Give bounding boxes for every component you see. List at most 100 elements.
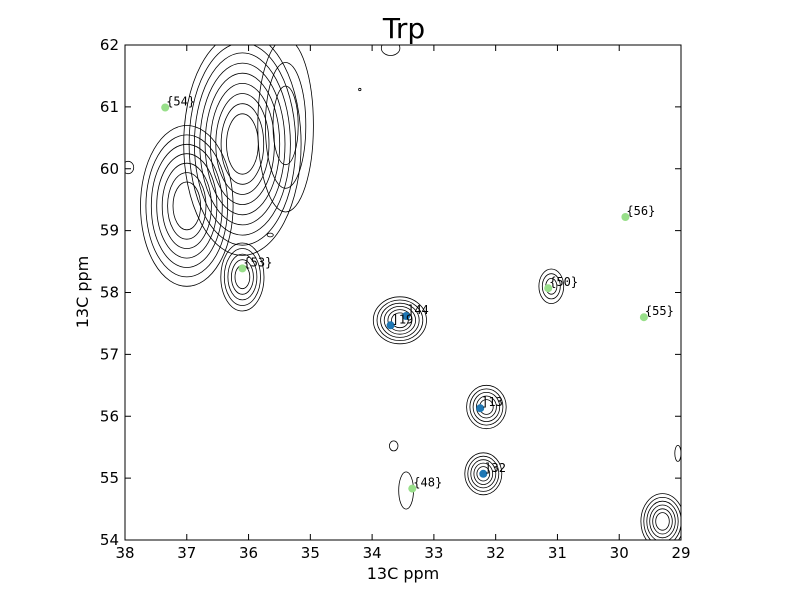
assigned-peak-marker [386, 321, 395, 330]
contour-line [376, 299, 424, 341]
unassigned-peak-marker [621, 213, 630, 221]
x-tick-label: 38 [115, 544, 134, 562]
contour-line [204, 72, 281, 216]
unassigned-peak-marker [408, 484, 417, 493]
unassigned-peak-marker [639, 313, 648, 322]
contour-line [643, 497, 681, 540]
contour-line [227, 253, 258, 301]
peak-label: {56} [626, 204, 655, 218]
x-tick-label: 33 [424, 544, 443, 562]
x-tick-label: 32 [486, 544, 505, 562]
contour-line [473, 462, 494, 485]
contour-line [472, 391, 501, 422]
y-tick-label: 54 [100, 531, 119, 549]
contour-line [183, 45, 302, 256]
y-tick-label: 57 [100, 345, 119, 363]
peak-label: {50} [549, 275, 578, 289]
contour-line [215, 93, 270, 195]
contour-line [161, 162, 212, 249]
contour-line [156, 153, 218, 259]
contour-line [223, 248, 261, 306]
contour-line [469, 388, 504, 426]
y-tick-label: 58 [100, 284, 119, 302]
peak-label: {48} [413, 476, 442, 490]
peak-label: {54} [166, 95, 195, 109]
assigned-peak-marker [402, 312, 411, 320]
contour-line [646, 500, 679, 540]
contour-line [358, 87, 362, 92]
contour-line [220, 103, 265, 185]
y-axis: 54 55 56 57 58 59 60 61 62 [100, 36, 681, 549]
x-tick-label: 35 [301, 544, 320, 562]
contour-line [372, 296, 427, 345]
contour-line [466, 384, 507, 430]
contour-line [140, 125, 234, 287]
peak-label: ]44 [407, 303, 429, 317]
y-tick-label: 62 [100, 36, 119, 54]
contour-line [272, 85, 299, 166]
contour-line [640, 493, 681, 540]
x-tick-label: 34 [363, 544, 382, 562]
y-tick-label: 55 [100, 469, 119, 487]
contour-line [467, 455, 500, 492]
y-axis-label: 13C ppm [73, 256, 92, 329]
contour-line [264, 62, 307, 189]
contour-line [167, 172, 207, 240]
peak-label: ]32 [484, 461, 506, 475]
peak-label: ]13 [481, 395, 503, 409]
assigned-peak-marker [479, 469, 488, 478]
x-tick-label: 37 [177, 544, 196, 562]
contour-line [387, 309, 413, 332]
chart-title: Trp [382, 12, 425, 45]
plot-frame [124, 44, 682, 541]
contour-line [188, 45, 297, 246]
unassigned-peak-marker [238, 264, 247, 273]
contour-line [383, 305, 416, 335]
x-tick-label: 29 [671, 544, 690, 562]
contour-line [476, 466, 491, 482]
unassigned-peak-marker [161, 103, 170, 112]
contour-line [380, 45, 401, 56]
contour-line [541, 273, 561, 300]
contour-line [266, 232, 274, 238]
contour-line [145, 134, 229, 278]
contour-line [199, 62, 286, 226]
contour-line [464, 452, 503, 496]
y-tick-label: 59 [100, 222, 119, 240]
x-tick-label: 36 [239, 544, 258, 562]
contour-line [470, 459, 497, 489]
unassigned-peak-marker [544, 284, 553, 293]
contour-line [389, 440, 399, 452]
contour-line [655, 512, 670, 531]
peak-layer [161, 103, 648, 493]
peak-label: {55} [645, 304, 674, 318]
contour-line [538, 268, 565, 304]
contour-line [380, 302, 420, 338]
contour-line [230, 259, 254, 295]
x-tick-label: 30 [610, 544, 629, 562]
contour-line [220, 242, 265, 312]
contour-line [172, 181, 202, 231]
contour-line [674, 445, 681, 462]
contour-line [209, 83, 275, 205]
contour-line [391, 312, 409, 329]
x-tick-label: 31 [548, 544, 567, 562]
contour-layer [125, 45, 681, 540]
contour-line [125, 160, 135, 175]
x-axis-label: 13C ppm [367, 564, 440, 583]
peak-label: ]19 [392, 312, 414, 326]
y-tick-label: 56 [100, 407, 119, 425]
contour-line [649, 504, 676, 539]
assigned-peak-marker [476, 404, 485, 413]
peak-label-layer: ]32 ]13 ]19]44 {48} {55} {50} {53} {56} {54} [166, 95, 674, 490]
contour-line [226, 113, 259, 175]
y-tick-label: 60 [100, 160, 119, 178]
y-tick-label: 61 [100, 98, 119, 116]
peak-label: {53} [243, 255, 272, 269]
contour-line [193, 52, 291, 236]
contour-line [150, 143, 223, 268]
x-axis: 38 37 36 35 34 33 32 31 30 29 [115, 45, 691, 562]
contour-line [257, 45, 314, 213]
contour-line [652, 508, 673, 535]
